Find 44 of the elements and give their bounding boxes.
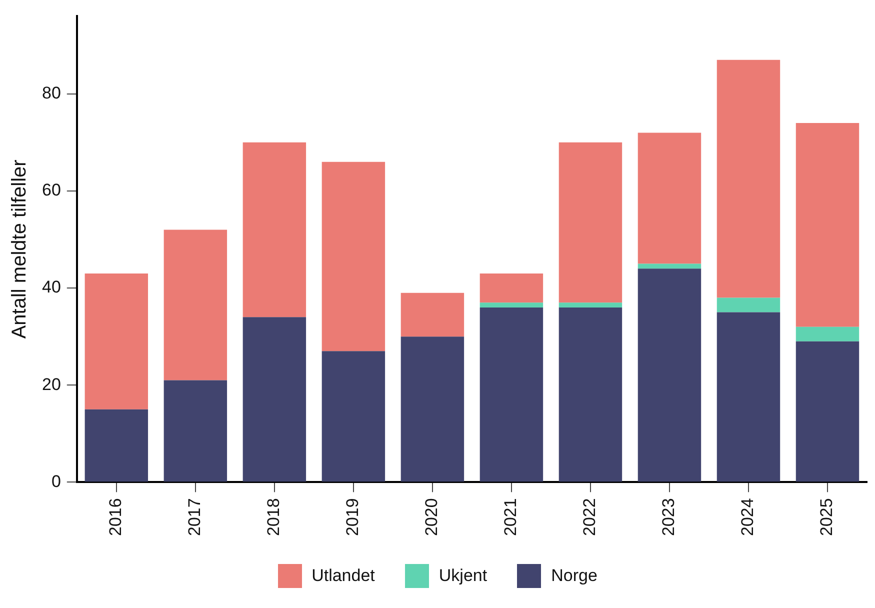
bar bbox=[558, 307, 622, 482]
y-tick-label: 40 bbox=[42, 278, 61, 297]
bar bbox=[480, 302, 544, 308]
bar bbox=[480, 307, 544, 482]
bar bbox=[84, 273, 148, 410]
bar bbox=[322, 351, 386, 482]
x-tick-label: 2023 bbox=[659, 498, 678, 536]
bar bbox=[84, 409, 148, 482]
y-axis-title: Antall meldte tilfeller bbox=[8, 159, 31, 339]
legend-label: Ukjent bbox=[438, 566, 488, 586]
x-tick-label: 2025 bbox=[817, 498, 836, 536]
x-tick-label: 2024 bbox=[738, 498, 758, 536]
y-tick-label: 20 bbox=[42, 374, 61, 394]
legend-label: Norge bbox=[551, 566, 598, 586]
legend-label: Utlandet bbox=[312, 566, 375, 586]
bar bbox=[242, 317, 306, 482]
x-tick-label: 2017 bbox=[185, 498, 204, 536]
bar bbox=[242, 142, 306, 318]
bar bbox=[322, 162, 386, 352]
x-tick-label: 2018 bbox=[264, 498, 284, 536]
bar bbox=[716, 312, 780, 482]
x-tick-label: 2021 bbox=[501, 498, 520, 536]
x-tick-label: 2019 bbox=[343, 498, 362, 536]
x-tick-label: 2020 bbox=[422, 498, 442, 536]
bar bbox=[638, 264, 702, 269]
bar bbox=[558, 302, 622, 308]
bar bbox=[716, 298, 780, 312]
bar bbox=[796, 122, 860, 327]
bar bbox=[164, 230, 228, 380]
y-tick-label: 80 bbox=[42, 84, 61, 103]
bar bbox=[400, 336, 464, 482]
bar bbox=[400, 292, 464, 337]
y-tick-label: 0 bbox=[51, 472, 61, 491]
bar bbox=[796, 341, 860, 482]
bar bbox=[796, 326, 860, 342]
bar bbox=[638, 132, 702, 264]
bar bbox=[480, 273, 544, 303]
bar bbox=[558, 142, 622, 303]
bar bbox=[164, 380, 228, 482]
bar bbox=[638, 268, 702, 482]
x-tick-label: 2022 bbox=[580, 498, 600, 536]
x-tick-label: 2016 bbox=[106, 498, 126, 536]
y-tick-label: 60 bbox=[42, 180, 61, 200]
bar bbox=[716, 60, 780, 298]
